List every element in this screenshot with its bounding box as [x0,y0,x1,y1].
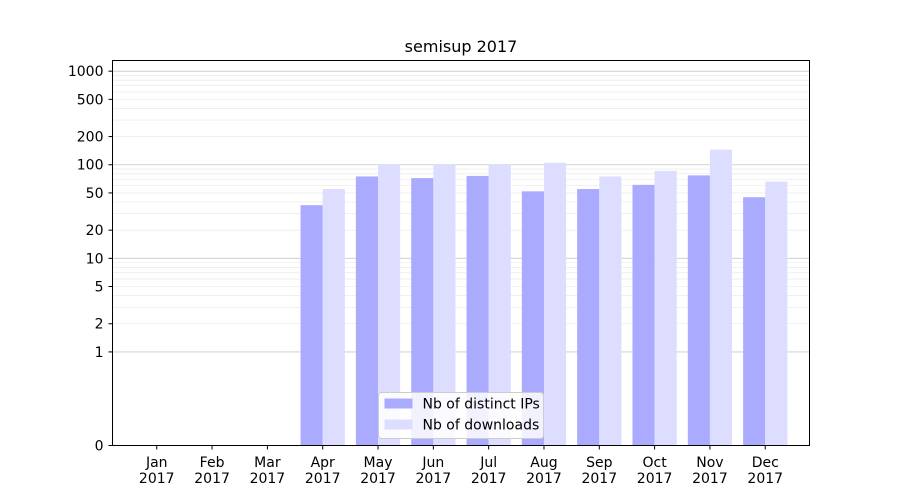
bar-downloads [765,181,788,446]
y-tick-label: 1000 [68,64,104,80]
y-tick-label: 200 [77,130,104,146]
bar-distinct-ips [577,189,600,446]
bar-distinct-ips [411,178,434,446]
bar-downloads [433,164,456,446]
x-tick-label-year: 2017 [416,471,452,487]
bar-distinct-ips [355,176,379,446]
bar-distinct-ips [743,197,766,446]
x-tick-label-month: Sep [586,455,613,471]
y-tick-label: 20 [86,223,104,239]
x-tick-label-month: Dec [752,455,779,471]
y-tick-label: 500 [77,92,104,108]
x-tick-label-month: Aug [530,455,557,471]
x-tick-label-month: May [364,455,393,471]
y-tick-label: 2 [95,317,104,333]
bar-distinct-ips [466,175,489,446]
y-tick-label: 50 [86,186,104,202]
y-tick-label: 1 [95,345,104,361]
x-tick-label-year: 2017 [471,471,507,487]
bar-distinct-ips [687,175,710,446]
plot-frame [112,60,810,446]
x-tick-label-month: Jan [145,455,168,471]
bar-downloads [709,149,733,446]
x-tick-label-year: 2017 [305,471,341,487]
bars [300,149,788,446]
x-tick-label-year: 2017 [360,471,396,487]
bar-downloads [543,162,567,446]
chart-title: semisup 2017 [405,37,518,56]
x-tick-label-year: 2017 [526,471,562,487]
y-axis: 0 1 2 5 10 20 50 100 200 500 1000 [68,64,113,455]
legend-swatch [384,419,413,430]
bar-downloads [654,170,677,446]
x-tick-label-month: Jul [479,455,497,471]
y-tick-label: 5 [95,280,104,296]
x-tick-label-month: Mar [254,455,281,471]
x-tick-label-year: 2017 [250,471,286,487]
x-tick-label-year: 2017 [637,471,673,487]
y-tick-label: 0 [95,439,104,455]
x-axis: Jan2017Feb2017Mar2017Apr2017May2017Jun20… [139,445,783,487]
x-tick-label-year: 2017 [692,471,728,487]
x-tick-label-month: Nov [696,455,723,471]
x-tick-label-month: Oct [643,455,668,471]
bar-downloads [322,189,345,446]
legend: Nb of distinct IPs Nb of downloads [378,392,544,439]
x-tick-label-year: 2017 [139,471,175,487]
legend-label: Nb of downloads [423,418,540,434]
x-tick-label-month: Jun [421,455,444,471]
x-tick-label-year: 2017 [194,471,230,487]
y-tick-label: 100 [77,158,104,174]
x-tick-label-year: 2017 [581,471,617,487]
bar-downloads [599,176,622,446]
legend-swatch [384,398,413,409]
bar-downloads [378,164,401,446]
bar-distinct-ips [521,191,544,446]
legend-box [378,392,544,439]
legend-label: Nb of distinct IPs [423,397,540,413]
x-tick-label-month: Apr [311,455,335,471]
y-tick-label: 10 [86,251,104,267]
bar-distinct-ips [300,205,323,446]
x-tick-label-year: 2017 [747,471,783,487]
x-tick-label-month: Feb [200,455,225,471]
bar-distinct-ips [632,184,655,446]
bar-downloads [488,164,511,446]
